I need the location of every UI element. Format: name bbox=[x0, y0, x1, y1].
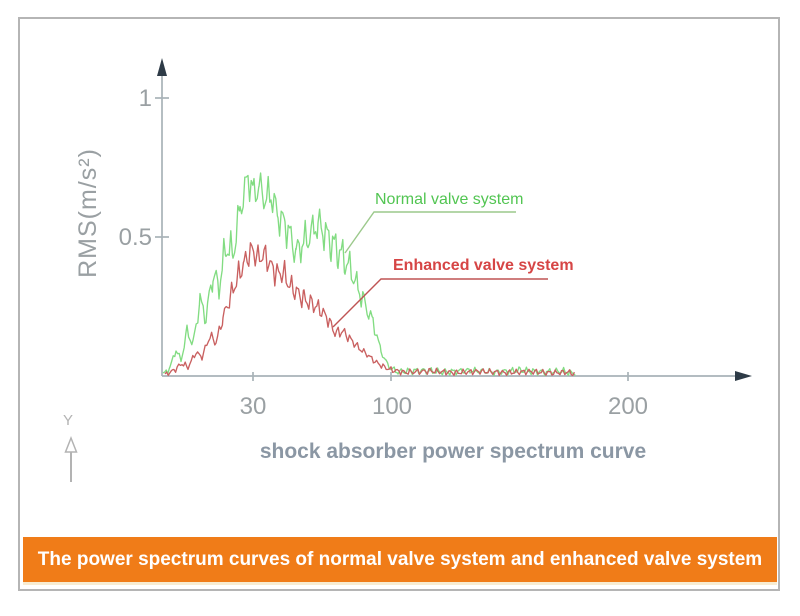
legend-label-normal-valve-system: Normal valve system bbox=[375, 191, 524, 208]
y-axis-title: RMS(m/s²) bbox=[74, 148, 102, 278]
legend-leader-line-1 bbox=[332, 278, 548, 328]
series-curve-1 bbox=[164, 242, 576, 377]
x-tick-label-200: 200 bbox=[607, 393, 649, 420]
y-tick-label-1: 1 bbox=[138, 85, 152, 112]
y-tick-label-0.5: 0.5 bbox=[118, 224, 152, 251]
plot-area bbox=[155, 58, 752, 381]
y-direction-indicator bbox=[64, 435, 78, 482]
legend-label-enhanced-valve-system: Enhanced valve system bbox=[393, 257, 574, 274]
slide-border bbox=[18, 17, 780, 591]
y-axis-arrow-icon bbox=[157, 58, 167, 76]
x-axis-arrow-icon bbox=[735, 371, 752, 381]
legend-leader-line-0 bbox=[344, 211, 516, 254]
x-tick-label-30: 30 bbox=[239, 393, 267, 420]
caption-banner: The power spectrum curves of normal valv… bbox=[23, 537, 777, 585]
chart-title: shock absorber power spectrum curve bbox=[259, 440, 647, 463]
x-tick-label-100: 100 bbox=[371, 393, 413, 420]
series-curve-0 bbox=[162, 172, 576, 377]
y-indicator-label: Y bbox=[63, 412, 74, 429]
up-arrow-icon bbox=[64, 435, 78, 453]
